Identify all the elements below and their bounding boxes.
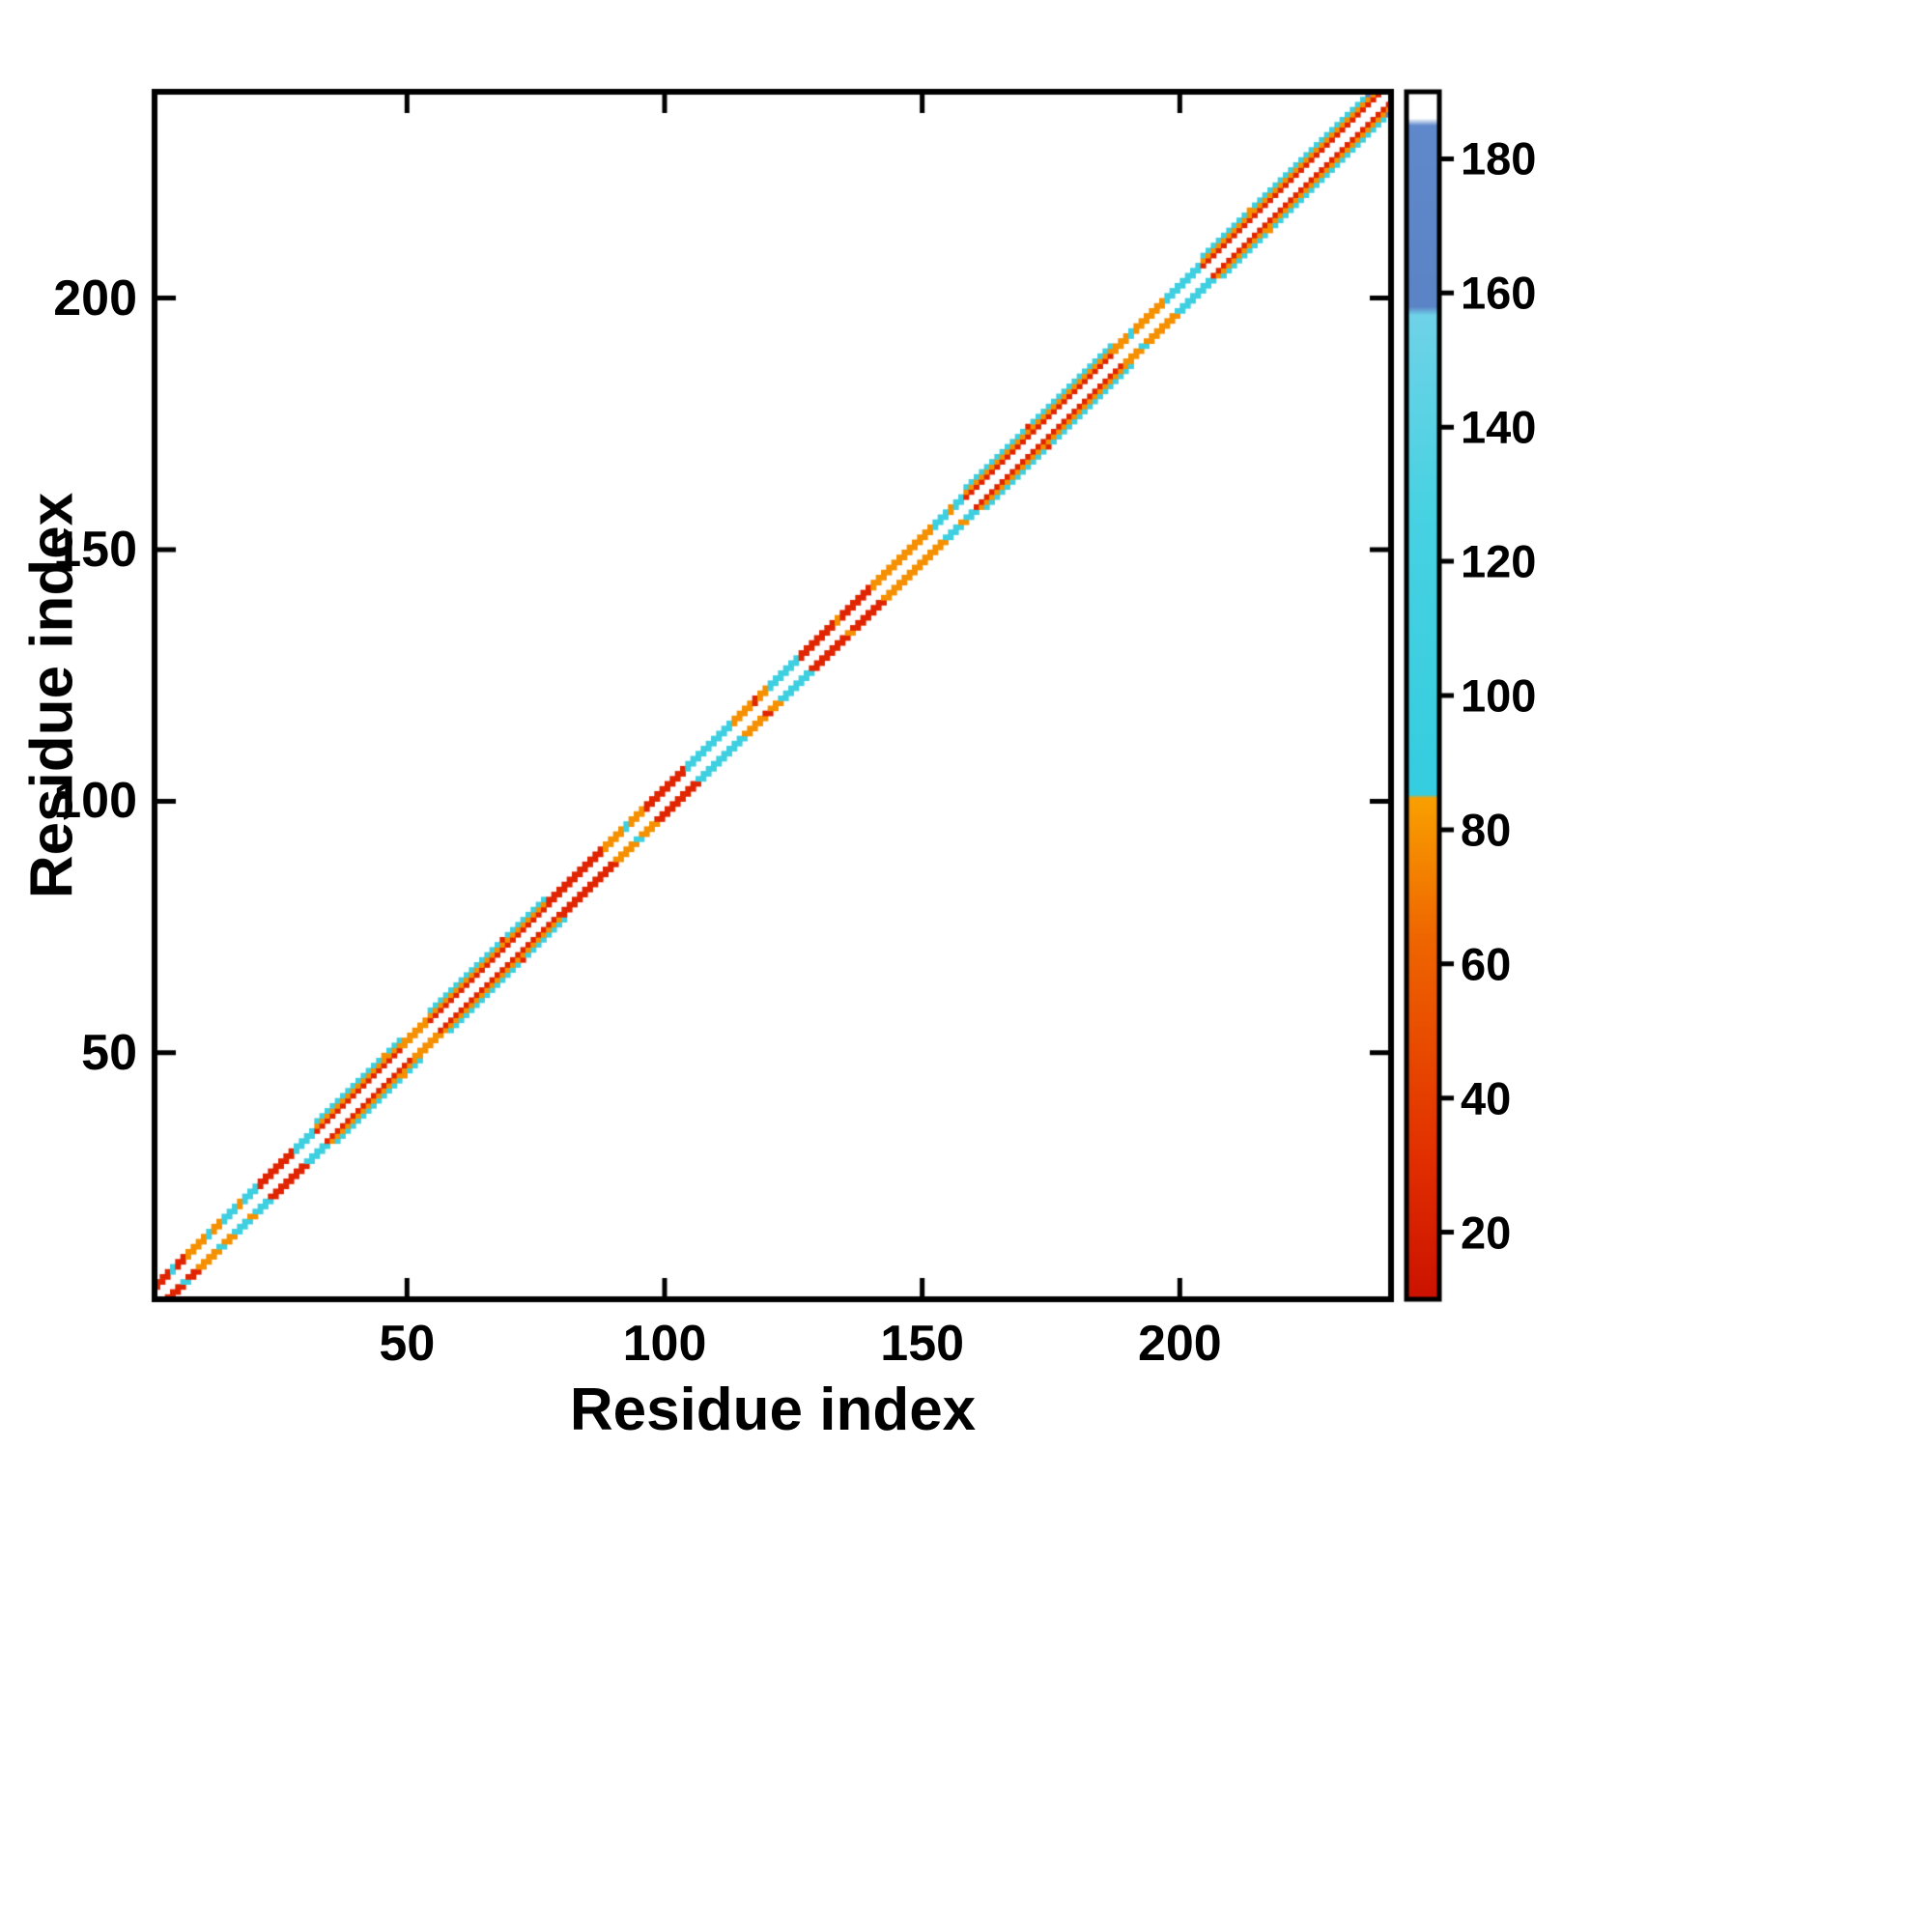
colorbar-tick-label: 100 [1461, 669, 1537, 722]
colorbar-tick-label: 60 [1461, 938, 1512, 990]
x-tick-label: 150 [880, 1316, 965, 1372]
x-tick-label: 50 [379, 1316, 436, 1372]
colorbar-tick-label: 20 [1461, 1207, 1512, 1259]
y-tick-label: 100 [53, 773, 137, 830]
colorbar-tick-label: 180 [1461, 132, 1537, 185]
colorbar-tick-label: 160 [1461, 267, 1537, 319]
colorbar-tick-label: 40 [1461, 1072, 1512, 1124]
y-tick-label: 150 [53, 521, 137, 578]
x-tick-label: 100 [622, 1316, 707, 1372]
x-tick-label: 200 [1137, 1316, 1222, 1372]
y-tick-label: 50 [81, 1024, 137, 1081]
x-axis-label: Residue index [569, 1377, 977, 1443]
colorbar-tick-label: 140 [1461, 401, 1537, 453]
y-tick-label: 200 [53, 270, 137, 327]
colorbar-tick-label: 80 [1461, 804, 1512, 856]
colorbar-tick-label: 120 [1461, 535, 1537, 587]
